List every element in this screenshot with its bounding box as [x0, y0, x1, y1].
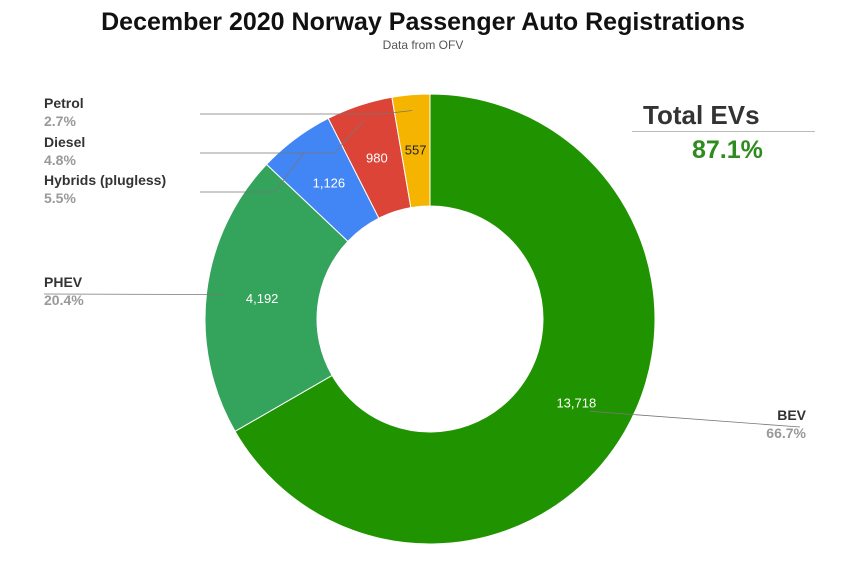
- category-percent-phev: 20.4%: [44, 292, 84, 308]
- total-evs-label: Total EVs: [643, 100, 760, 130]
- category-percent-diesel: 4.8%: [44, 152, 76, 168]
- slice-value-hybrids-plugless: 1,126: [313, 176, 346, 191]
- slice-value-diesel: 980: [366, 151, 388, 166]
- category-label-bev: BEV: [777, 407, 806, 423]
- chart-subtitle: Data from OFV: [382, 38, 464, 52]
- category-percent-petrol: 2.7%: [44, 113, 76, 129]
- category-label-phev: PHEV: [44, 274, 83, 290]
- category-percent-hybrids-plugless: 5.5%: [44, 190, 76, 206]
- slice-value-phev: 4,192: [246, 291, 279, 306]
- total-evs-value: 87.1%: [692, 136, 763, 164]
- slice-petrol: [391, 93, 431, 209]
- category-label-diesel: Diesel: [44, 134, 85, 150]
- leader-line-petrol: [200, 110, 413, 115]
- slice-phev: [204, 163, 349, 433]
- slice-value-petrol: 557: [405, 143, 427, 158]
- leader-line-hybrids-plugless: [200, 151, 306, 193]
- slice-value-bev: 13,718: [556, 396, 596, 411]
- total-evs-divider: [632, 131, 815, 132]
- category-percent-bev: 66.7%: [766, 425, 806, 441]
- leader-line-diesel: [200, 120, 365, 154]
- leader-line-phev: [43, 293, 223, 295]
- category-label-petrol: Petrol: [44, 95, 84, 111]
- chart-title: December 2020 Norway Passenger Auto Regi…: [101, 8, 745, 36]
- category-label-hybrids-plugless: Hybrids (plugless): [44, 172, 166, 188]
- slice-bev: [234, 93, 656, 545]
- leader-line-bev: [589, 410, 801, 428]
